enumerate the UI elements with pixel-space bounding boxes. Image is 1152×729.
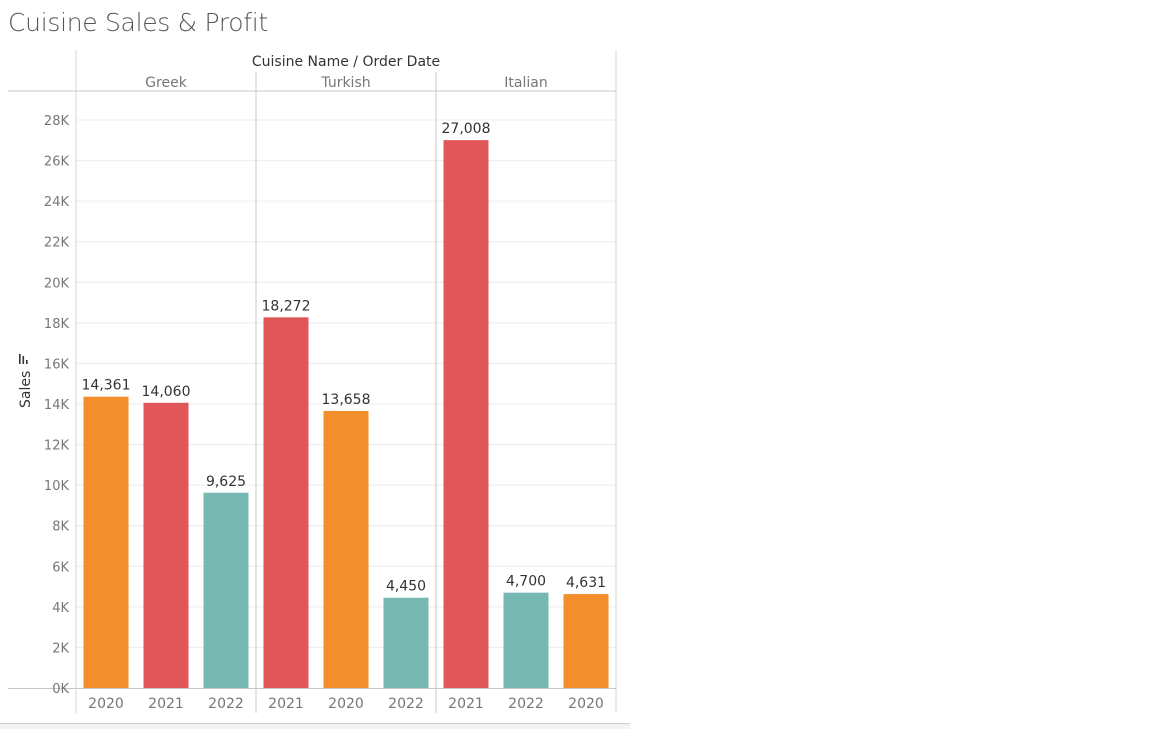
y-tick-label: 14K [44, 398, 70, 413]
x-tick-label: 2022 [388, 696, 424, 712]
x-axis-ticks: 2020 2021 2022 2021 2020 2022 2021 2022 2020 [88, 696, 604, 712]
bar [443, 140, 489, 689]
chart-frame [8, 50, 617, 713]
y-tick-label: 8K [52, 520, 69, 535]
data-label: 27,008 [442, 121, 491, 137]
y-tick-label: 24K [44, 195, 70, 210]
x-tick-label: 2020 [328, 696, 364, 712]
group-header: Turkish [320, 75, 370, 91]
y-tick-label: 6K [52, 560, 69, 575]
bottom-scroll-area [0, 724, 630, 729]
y-tick-label: 16K [44, 357, 70, 372]
sort-icon[interactable] [19, 354, 28, 364]
x-tick-label: 2020 [88, 696, 124, 712]
bar [143, 402, 189, 688]
y-tick-label: 26K [44, 155, 70, 170]
x-tick-label: 2022 [508, 696, 544, 712]
data-label: 9,625 [206, 474, 246, 490]
page-title: Cuisine Sales & Profit [8, 8, 268, 37]
y-tick-label: 10K [44, 479, 70, 494]
data-label: 18,272 [262, 298, 311, 314]
y-tick-label: 2K [52, 641, 69, 656]
bar [503, 592, 549, 688]
group-header: Italian [504, 75, 547, 91]
data-label: 13,658 [322, 392, 371, 408]
y-axis-ticks: 0K 2K 4K 6K 8K 10K 12K 14K 16K 18K 20K 22K 24K 26K 28K [44, 114, 70, 697]
bar [383, 597, 429, 688]
y-axis-title[interactable]: Sales [18, 354, 34, 408]
x-tick-label: 2021 [448, 696, 484, 712]
data-label: 14,361 [82, 378, 131, 394]
data-label: 14,060 [142, 384, 191, 400]
bar [323, 410, 369, 688]
y-tick-label: 0K [52, 682, 69, 697]
data-label: 4,631 [566, 575, 606, 591]
x-tick-label: 2022 [208, 696, 244, 712]
x-tick-label: 2021 [268, 696, 304, 712]
group-headers: Greek Turkish Italian [145, 75, 548, 91]
data-label: 4,700 [506, 574, 546, 590]
y-tick-label: 4K [52, 601, 69, 616]
y-axis-label: Sales [18, 371, 34, 408]
x-tick-label: 2021 [148, 696, 184, 712]
bar [83, 396, 129, 688]
bottom-divider [0, 723, 630, 724]
bar [203, 492, 249, 688]
y-tick-label: 12K [44, 439, 70, 454]
data-label: 4,450 [386, 579, 426, 595]
y-tick-label: 18K [44, 317, 70, 332]
bar [563, 594, 609, 688]
bars [83, 140, 609, 689]
bar [263, 317, 309, 688]
data-labels: 14,361 14,060 9,625 18,272 13,658 4,450 27,008… [82, 121, 607, 595]
y-tick-label: 28K [44, 114, 70, 129]
y-tick-label: 22K [44, 236, 70, 251]
x-tick-label: 2020 [568, 696, 604, 712]
y-tick-label: 20K [44, 276, 70, 291]
group-header: Greek [145, 75, 188, 91]
header-title: Cuisine Name / Order Date [252, 54, 440, 70]
